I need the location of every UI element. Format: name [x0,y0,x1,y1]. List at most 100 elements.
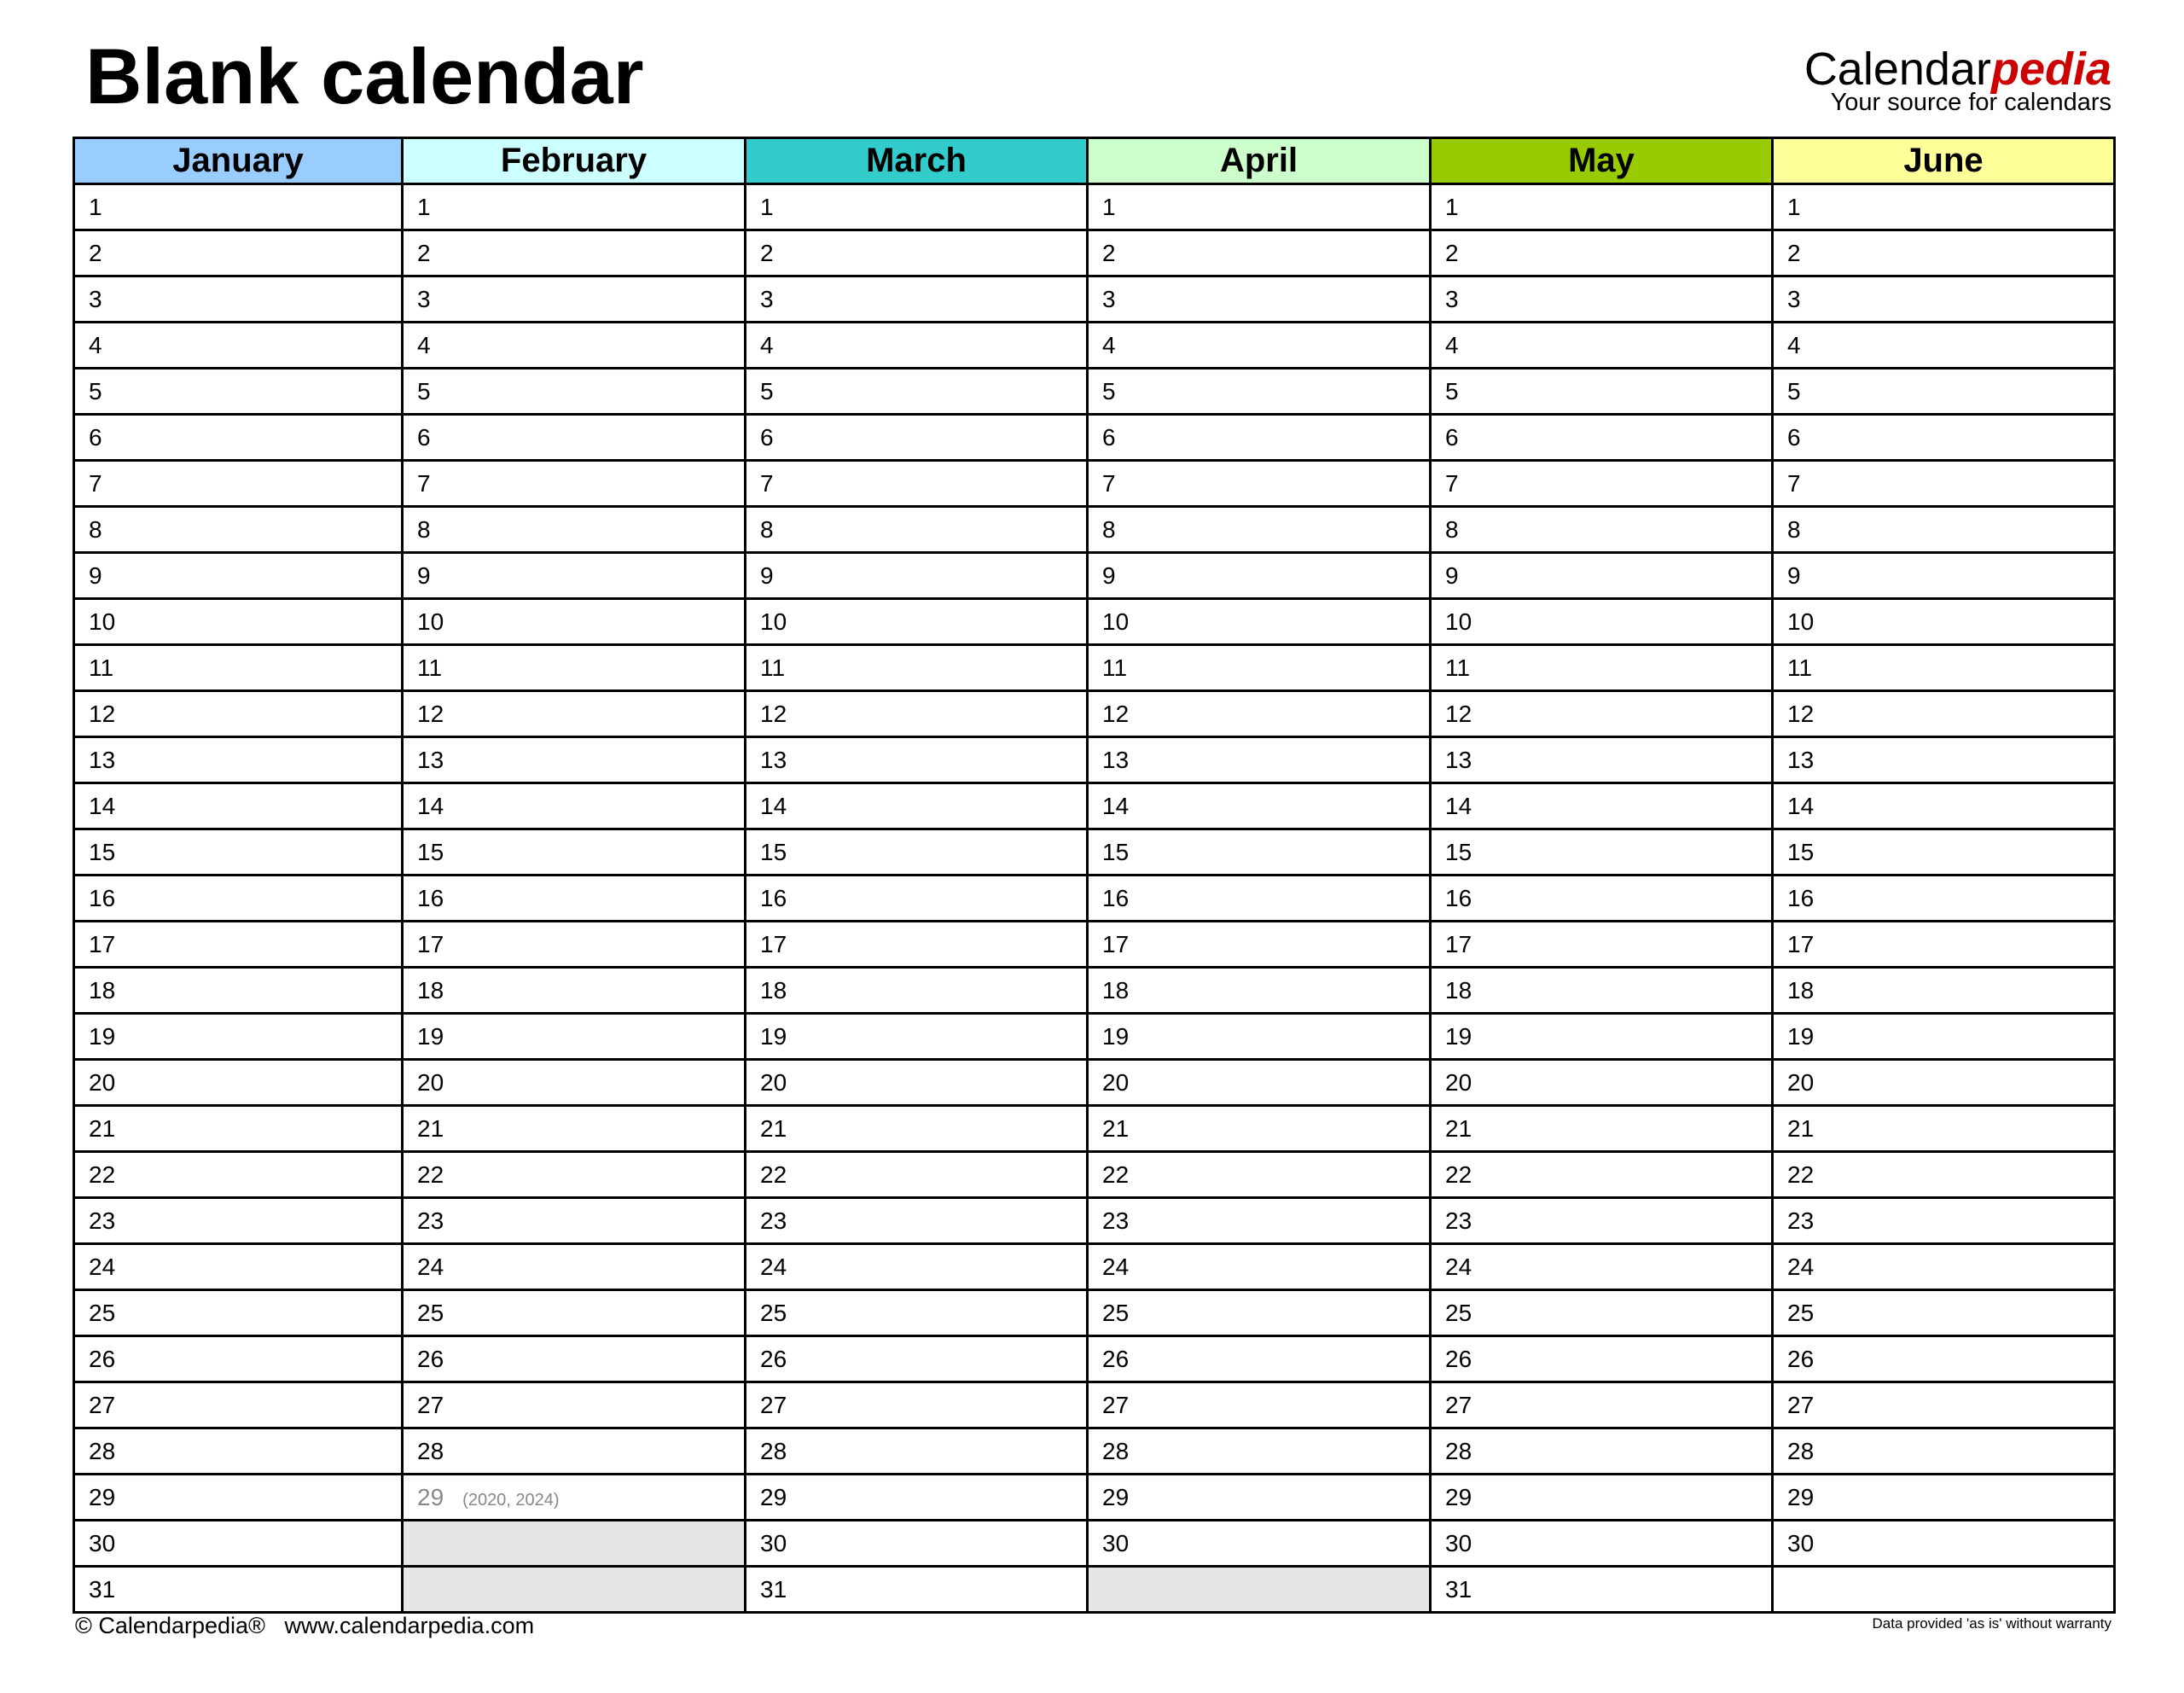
day-cell[interactable]: 3 [744,275,1089,323]
day-cell[interactable]: 11 [73,643,404,692]
day-cell[interactable]: 7 [401,459,746,508]
day-cell[interactable]: 7 [1086,459,1432,508]
day-cell[interactable]: 15 [1771,828,2116,876]
day-cell[interactable]: 28 [1429,1427,1774,1475]
day-cell[interactable]: 14 [744,782,1089,830]
day-cell[interactable]: 20 [401,1058,746,1107]
day-cell[interactable]: 13 [744,736,1089,784]
day-cell[interactable]: 17 [1771,920,2116,969]
day-cell[interactable]: 3 [401,275,746,323]
day-cell[interactable]: 10 [744,597,1089,646]
day-cell[interactable]: 22 [1086,1150,1432,1199]
day-cell[interactable]: 22 [73,1150,404,1199]
day-cell[interactable]: 17 [1429,920,1774,969]
day-cell[interactable]: 17 [73,920,404,969]
day-cell[interactable]: 7 [744,459,1089,508]
day-cell[interactable]: 26 [744,1335,1089,1383]
day-cell[interactable]: 8 [1771,505,2116,554]
day-cell[interactable]: 3 [1086,275,1432,323]
day-cell[interactable]: 16 [1771,874,2116,922]
day-cell[interactable]: 15 [401,828,746,876]
day-cell[interactable]: 29 [1771,1473,2116,1521]
day-cell[interactable]: 2 [1771,229,2116,277]
day-cell[interactable]: 15 [1429,828,1774,876]
day-cell[interactable]: 18 [1429,966,1774,1015]
day-cell[interactable]: 28 [401,1427,746,1475]
day-cell[interactable]: 23 [1086,1196,1432,1245]
day-cell[interactable]: 16 [1429,874,1774,922]
day-cell[interactable]: 6 [73,413,404,462]
day-cell[interactable]: 8 [744,505,1089,554]
day-cell[interactable]: 19 [1771,1012,2116,1061]
day-cell[interactable]: 13 [1429,736,1774,784]
day-cell[interactable]: 20 [744,1058,1089,1107]
day-cell[interactable]: 7 [73,459,404,508]
day-cell[interactable]: 28 [1086,1427,1432,1475]
day-cell[interactable]: 3 [1429,275,1774,323]
day-cell[interactable]: 12 [401,689,746,738]
day-cell[interactable]: 28 [1771,1427,2116,1475]
day-cell[interactable]: 9 [401,551,746,600]
day-cell[interactable]: 16 [1086,874,1432,922]
day-cell[interactable]: 5 [73,367,404,416]
day-cell[interactable]: 24 [1429,1242,1774,1291]
day-cell[interactable]: 12 [744,689,1089,738]
day-cell[interactable]: 26 [1086,1335,1432,1383]
day-cell[interactable]: 9 [1086,551,1432,600]
day-cell[interactable]: 23 [401,1196,746,1245]
day-cell[interactable]: 4 [1771,321,2116,369]
day-cell[interactable]: 18 [401,966,746,1015]
day-cell[interactable]: 28 [73,1427,404,1475]
day-cell[interactable]: 25 [744,1289,1089,1337]
day-cell[interactable]: 12 [73,689,404,738]
day-cell[interactable]: 11 [1086,643,1432,692]
day-cell[interactable]: 2 [73,229,404,277]
day-cell[interactable]: 25 [73,1289,404,1337]
day-cell[interactable]: 6 [1429,413,1774,462]
day-cell[interactable]: 1 [401,183,746,231]
day-cell[interactable]: 3 [1771,275,2116,323]
day-cell[interactable]: 2 [401,229,746,277]
day-cell[interactable]: 11 [1771,643,2116,692]
day-cell[interactable]: 5 [1086,367,1432,416]
day-cell[interactable]: 26 [1429,1335,1774,1383]
day-cell[interactable]: 27 [401,1381,746,1429]
day-cell[interactable]: 29 [744,1473,1089,1521]
day-cell[interactable]: 3 [73,275,404,323]
day-cell[interactable]: 30 [1429,1519,1774,1568]
day-cell[interactable]: 27 [1429,1381,1774,1429]
day-cell[interactable]: 10 [73,597,404,646]
day-cell[interactable]: 14 [1086,782,1432,830]
day-cell[interactable]: 30 [73,1519,404,1568]
day-cell[interactable]: 23 [1771,1196,2116,1245]
day-cell[interactable]: 14 [73,782,404,830]
day-cell[interactable]: 11 [1429,643,1774,692]
day-cell[interactable]: 7 [1771,459,2116,508]
day-cell[interactable]: 15 [744,828,1089,876]
day-cell[interactable]: 8 [1429,505,1774,554]
day-cell[interactable]: 20 [73,1058,404,1107]
day-cell[interactable]: 10 [1771,597,2116,646]
day-cell[interactable]: 30 [1771,1519,2116,1568]
day-cell[interactable]: 5 [744,367,1089,416]
day-cell[interactable]: 21 [1429,1104,1774,1153]
day-cell[interactable]: 6 [1086,413,1432,462]
day-cell[interactable]: 26 [73,1335,404,1383]
day-cell[interactable]: 1 [1429,183,1774,231]
day-cell[interactable]: 19 [73,1012,404,1061]
day-cell[interactable]: 14 [1771,782,2116,830]
day-cell[interactable]: 17 [401,920,746,969]
day-cell[interactable]: 18 [73,966,404,1015]
day-cell[interactable]: 22 [1771,1150,2116,1199]
day-cell[interactable]: 12 [1771,689,2116,738]
day-cell[interactable]: 15 [73,828,404,876]
day-cell[interactable]: 24 [744,1242,1089,1291]
day-cell[interactable]: 23 [73,1196,404,1245]
day-cell[interactable]: 10 [401,597,746,646]
day-cell[interactable]: 21 [73,1104,404,1153]
day-cell[interactable]: 5 [1429,367,1774,416]
day-cell[interactable]: 31 [73,1565,404,1614]
day-cell[interactable]: 20 [1771,1058,2116,1107]
day-cell[interactable]: 23 [744,1196,1089,1245]
day-cell[interactable]: 26 [401,1335,746,1383]
